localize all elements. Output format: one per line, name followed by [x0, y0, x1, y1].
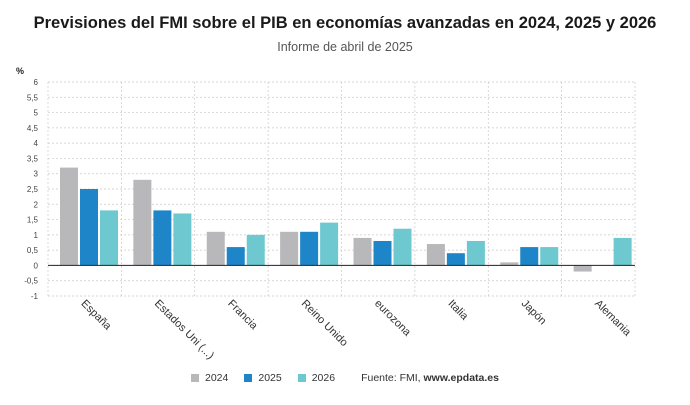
category-label: Francia: [225, 298, 260, 333]
bar-2026-0: [100, 210, 118, 266]
legend-label-2024: 2024: [205, 372, 229, 384]
source-note: Fuente: FMI, www.epdata.es: [361, 372, 499, 384]
bar-2026-3: [320, 222, 339, 266]
bar-2025-2: [226, 247, 245, 266]
bar-2025-6: [520, 247, 539, 266]
source-prefix: Fuente: FMI,: [361, 372, 424, 384]
y-tick-label: 3: [34, 170, 39, 179]
legend-label-2025: 2025: [258, 372, 282, 384]
bar-2024-0: [60, 167, 78, 266]
bar-2026-7: [613, 237, 632, 266]
bar-2025-1: [153, 210, 172, 266]
source-link[interactable]: www.epdata.es: [423, 372, 499, 384]
y-tick-label: 2,5: [27, 185, 39, 194]
category-label: Japón: [519, 298, 549, 328]
legend-label-2026: 2026: [311, 372, 336, 384]
legend-swatch-2026: [297, 374, 306, 382]
bar-2024-3: [280, 231, 299, 266]
y-tick-label: 4,5: [27, 124, 39, 133]
chart-title: Previsiones del FMI sobre el PIB en econ…: [33, 14, 657, 32]
bar-2024-1: [133, 179, 152, 266]
bar-2024-5: [426, 244, 445, 266]
legend-item-2024: 2024: [191, 372, 228, 384]
bar-2026-1: [173, 213, 192, 266]
bar-2024-7: [573, 265, 592, 272]
y-tick-label: 2: [34, 200, 39, 209]
legend-swatch-2025: [244, 374, 253, 382]
chart-subtitle: Informe de abril de 2025: [277, 40, 413, 54]
bar-2026-4: [393, 228, 412, 266]
category-label: Estados Uni (...): [152, 298, 216, 362]
y-tick-label: 3,5: [27, 154, 39, 163]
bar-2026-5: [466, 240, 485, 266]
category-label: España: [79, 298, 114, 333]
bar-2026-2: [246, 234, 265, 266]
category-label: Italia: [445, 298, 471, 324]
bar-2024-2: [206, 231, 225, 266]
legend: 2024 2025 2026 Fuente: FMI, www.epdata.e…: [0, 372, 690, 384]
y-axis-unit-label: %: [16, 66, 24, 76]
bar-chart: % 6 5,5 5 4,5 4 3,5 3 2,5 2 1,5 1 0,5 0 -0,5 -1 España…: [16, 66, 636, 362]
category-label: eurozona: [372, 298, 414, 340]
y-tick-label: 1: [34, 231, 39, 240]
legend-item-2025: 2025: [244, 372, 282, 384]
bar-2025-4: [373, 240, 392, 266]
bar-2026-6: [540, 247, 559, 266]
bar-2025-5: [446, 253, 465, 266]
y-tick-label: 6: [34, 78, 39, 87]
legend-swatch-2024: [191, 374, 199, 382]
y-tick-labels: 6 5,5 5 4,5 4 3,5 3 2,5 2 1,5 1 0,5 0 -0,5 -1: [24, 78, 38, 301]
y-tick-label: 5: [34, 109, 39, 118]
y-tick-label: 0: [34, 261, 39, 270]
legend-item-2026: 2026: [297, 372, 336, 384]
y-tick-label: -0,5: [24, 277, 38, 286]
y-tick-label: 4: [34, 139, 39, 148]
y-tick-label: 0,5: [27, 246, 39, 255]
category-label: Alemania: [592, 298, 634, 340]
y-tick-label: 5,5: [27, 93, 39, 102]
bar-2024-6: [500, 262, 519, 266]
category-label: Reino Unido: [299, 298, 350, 349]
bars: [60, 167, 632, 272]
y-tick-label: -1: [31, 292, 39, 301]
bar-2025-0: [80, 189, 98, 266]
y-tick-label: 1,5: [27, 216, 39, 225]
bar-2025-3: [300, 231, 319, 266]
category-labels: España Estados Uni (...) Francia Reino Unid…: [79, 298, 634, 362]
bar-2024-4: [353, 237, 372, 266]
